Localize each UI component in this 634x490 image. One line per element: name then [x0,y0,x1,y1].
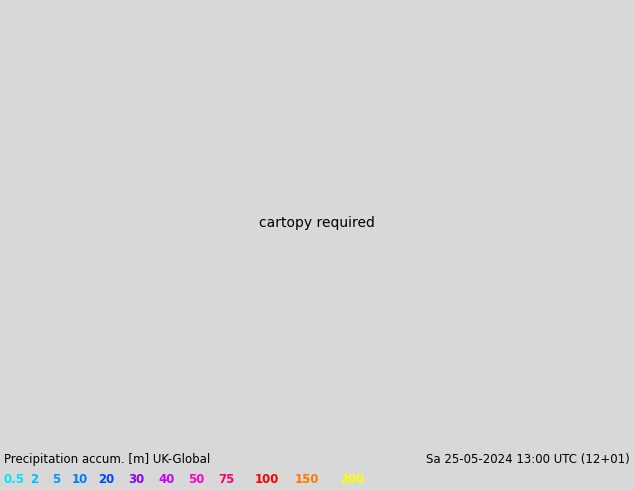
Text: 20: 20 [98,473,114,487]
Text: 5: 5 [52,473,60,487]
Text: 50: 50 [188,473,204,487]
Text: Precipitation accum. [m] UK-Global: Precipitation accum. [m] UK-Global [4,453,210,466]
Text: 0.5: 0.5 [4,473,25,487]
Text: 100: 100 [255,473,280,487]
Text: 200: 200 [340,473,365,487]
Text: 75: 75 [218,473,235,487]
Text: 2: 2 [30,473,38,487]
Text: cartopy required: cartopy required [259,216,375,230]
Text: Sa 25-05-2024 13:00 UTC (12+01): Sa 25-05-2024 13:00 UTC (12+01) [426,453,630,466]
Text: 40: 40 [158,473,174,487]
Text: 10: 10 [72,473,88,487]
Text: 150: 150 [295,473,320,487]
Text: 30: 30 [128,473,145,487]
